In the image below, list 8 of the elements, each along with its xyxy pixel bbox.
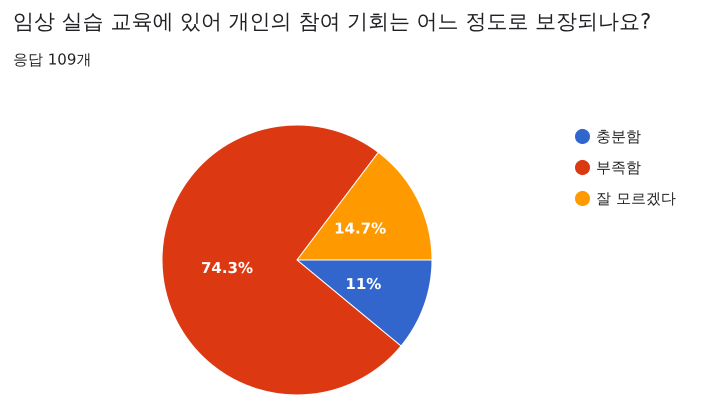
data-label: 11% bbox=[345, 274, 382, 293]
legend-label: 충분함 bbox=[596, 128, 641, 146]
legend-label: 부족함 bbox=[596, 158, 641, 176]
legend-label: 잘 모르겠다 bbox=[596, 190, 676, 208]
chart-title: 임상 실습 교육에 있어 개인의 참여 기회는 어느 정도로 보장되나요? bbox=[13, 10, 652, 34]
data-label: 14.7% bbox=[334, 220, 386, 238]
chart-subtitle: 응답 109개 bbox=[13, 50, 92, 68]
data-label: 74.3% bbox=[200, 259, 253, 278]
